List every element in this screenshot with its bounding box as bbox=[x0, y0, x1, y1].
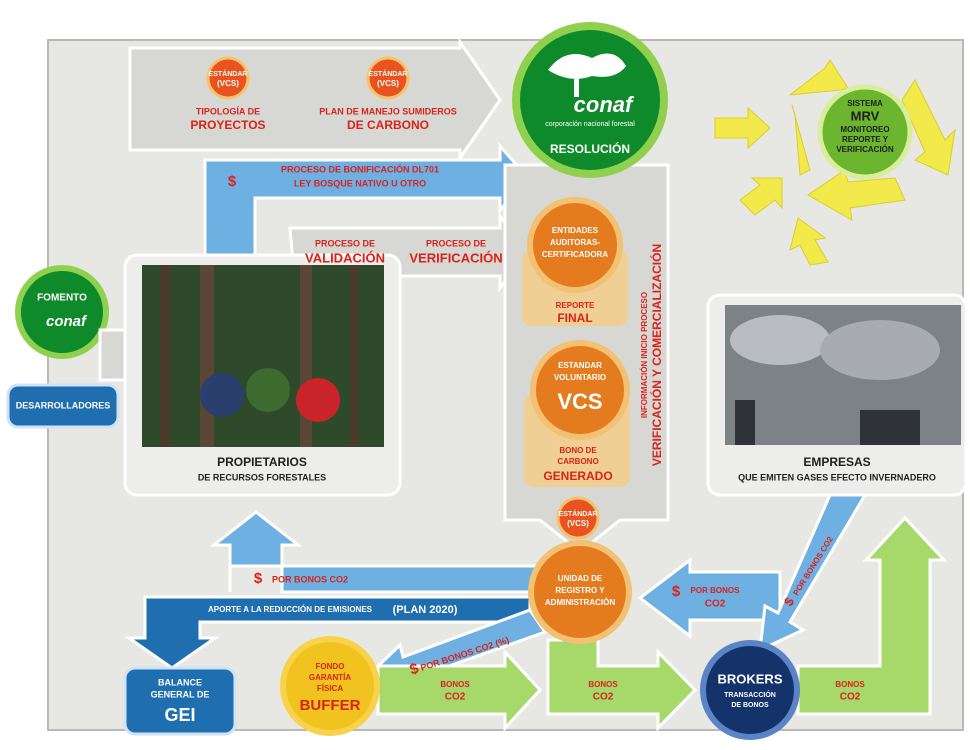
validacion-label: VALIDACIÓN bbox=[305, 250, 385, 265]
unidad-label: REGISTRO Y bbox=[555, 586, 605, 595]
tree bbox=[350, 265, 359, 447]
propietarios-subtitle: DE RECURSOS FORESTALES bbox=[198, 472, 326, 482]
mrv-label: MONITOREO bbox=[840, 125, 889, 134]
step-label: PLAN DE MANEJO SUMIDEROS bbox=[319, 106, 457, 116]
fomento-label: FOMENTO bbox=[37, 293, 87, 304]
step-label: PROYECTOS bbox=[190, 118, 265, 132]
badge-label: ESTÁNDAR bbox=[209, 69, 248, 78]
badge-label: (VCS) bbox=[217, 79, 239, 88]
mrv-big: MRV bbox=[851, 108, 880, 123]
brokers-circle bbox=[706, 646, 794, 734]
propietarios-title: PROPIETARIOS bbox=[217, 455, 307, 469]
fomento-logo: conaf bbox=[46, 313, 88, 330]
desarrolladores-label: DESARROLLADORES bbox=[16, 400, 111, 410]
unidad-label: UNIDAD DE bbox=[558, 574, 603, 583]
currency: $ bbox=[672, 583, 681, 600]
vcs-label: VOLUNTARIO bbox=[554, 373, 606, 382]
entidades-label: CERTIFICADORA bbox=[542, 250, 608, 259]
bonificacion-label: PROCESO DE BONIFICACIÓN DL701 bbox=[281, 163, 439, 174]
balance-big: GEI bbox=[164, 705, 195, 725]
empresas-title: EMPRESAS bbox=[803, 455, 870, 469]
mrv-label: VERIFICACIÓN bbox=[836, 145, 894, 154]
balance-label: BALANCE bbox=[158, 677, 202, 687]
tree bbox=[200, 265, 214, 447]
buffer-big: BUFFER bbox=[300, 697, 361, 714]
buffer-label: GARANTÍA bbox=[309, 673, 351, 682]
bonos-label: BONOS bbox=[440, 680, 470, 689]
conaf-tagline: corporación nacional forestal bbox=[545, 121, 635, 128]
brokers-label: DE BONOS bbox=[731, 702, 769, 709]
bonos-label: CO2 bbox=[840, 692, 861, 703]
vertical-label: INFORMACIÓN INICIO PROCESO bbox=[640, 292, 649, 418]
badge-label: ESTÁNDAR bbox=[559, 509, 598, 518]
report-label: FINAL bbox=[557, 311, 592, 325]
person bbox=[200, 373, 244, 417]
brokers-label: TRANSACCIÓN bbox=[724, 690, 776, 699]
badge-label: (VCS) bbox=[377, 79, 399, 88]
smoke bbox=[730, 315, 830, 365]
empresas-subtitle: QUE EMITEN GASES EFECTO INVERNADERO bbox=[738, 472, 936, 482]
badge-label: ESTÁNDAR bbox=[369, 69, 408, 78]
verificacion-label: VERIFICACIÓN bbox=[409, 250, 502, 265]
vcs-big: VCS bbox=[557, 389, 602, 414]
currency: $ bbox=[228, 173, 237, 190]
step-label: DE CARBONO bbox=[347, 118, 429, 132]
validacion-label: PROCESO DE bbox=[315, 238, 375, 248]
smoke bbox=[820, 320, 940, 380]
diagram: ESTÁNDAR (VCS) ESTÁNDAR (VCS) ESTÁNDAR (… bbox=[0, 0, 970, 750]
mrv-label: REPORTE Y bbox=[842, 135, 889, 144]
forest-photo bbox=[142, 265, 384, 447]
bonificacion-label: LEY BOSQUE NATIVO U OTRO bbox=[294, 178, 426, 188]
bono-label: BONO DE bbox=[559, 446, 597, 455]
buffer-label: FONDO bbox=[316, 662, 345, 671]
payment-label: POR BONOS CO2 bbox=[272, 574, 348, 584]
tree bbox=[160, 265, 170, 447]
top-arrow bbox=[130, 42, 500, 158]
mrv-label: SISTEMA bbox=[847, 99, 883, 108]
bono-label: CARBONO bbox=[557, 457, 598, 466]
badge-label: (VCS) bbox=[567, 519, 589, 528]
factory bbox=[860, 410, 920, 445]
person bbox=[246, 368, 290, 412]
bono-label: GENERADO bbox=[543, 469, 612, 483]
brokers-title: BROKERS bbox=[717, 671, 782, 686]
conaf-logo: conaf bbox=[574, 92, 635, 117]
badge bbox=[558, 498, 598, 538]
bonos-label: BONOS bbox=[588, 680, 618, 689]
vcs-label: ESTANDAR bbox=[558, 361, 602, 370]
factory bbox=[735, 400, 755, 445]
conaf-label: RESOLUCIÓN bbox=[550, 141, 630, 156]
report-label: REPORTE bbox=[556, 301, 595, 310]
entidades-label: ENTIDADES bbox=[552, 226, 599, 235]
aporte-label: APORTE A LA REDUCCIÓN DE EMISIONES bbox=[208, 605, 373, 614]
payment-label: CO2 bbox=[705, 599, 726, 610]
badge bbox=[208, 58, 248, 98]
bonos-label: CO2 bbox=[593, 692, 614, 703]
entidades-label: AUDITORAS- bbox=[550, 238, 600, 247]
balance-label: GENERAL DE bbox=[151, 689, 210, 699]
aporte-plan: (PLAN 2020) bbox=[393, 604, 458, 616]
verificacion-label: PROCESO DE bbox=[426, 238, 486, 248]
vertical-label: VERIFICACIÓN Y COMERCIALIZACIÓN bbox=[649, 244, 664, 466]
buffer-label: FÍSICA bbox=[317, 684, 343, 693]
currency: $ bbox=[254, 570, 263, 587]
badge bbox=[368, 58, 408, 98]
unidad-label: ADMINISTRACIÓN bbox=[545, 598, 615, 607]
person bbox=[296, 378, 340, 422]
step-label: TIPOLOGÍA DE bbox=[196, 106, 260, 116]
bonos-label: CO2 bbox=[445, 692, 466, 703]
bonos-label: BONOS bbox=[835, 680, 865, 689]
payment-label: POR BONOS bbox=[691, 586, 741, 595]
